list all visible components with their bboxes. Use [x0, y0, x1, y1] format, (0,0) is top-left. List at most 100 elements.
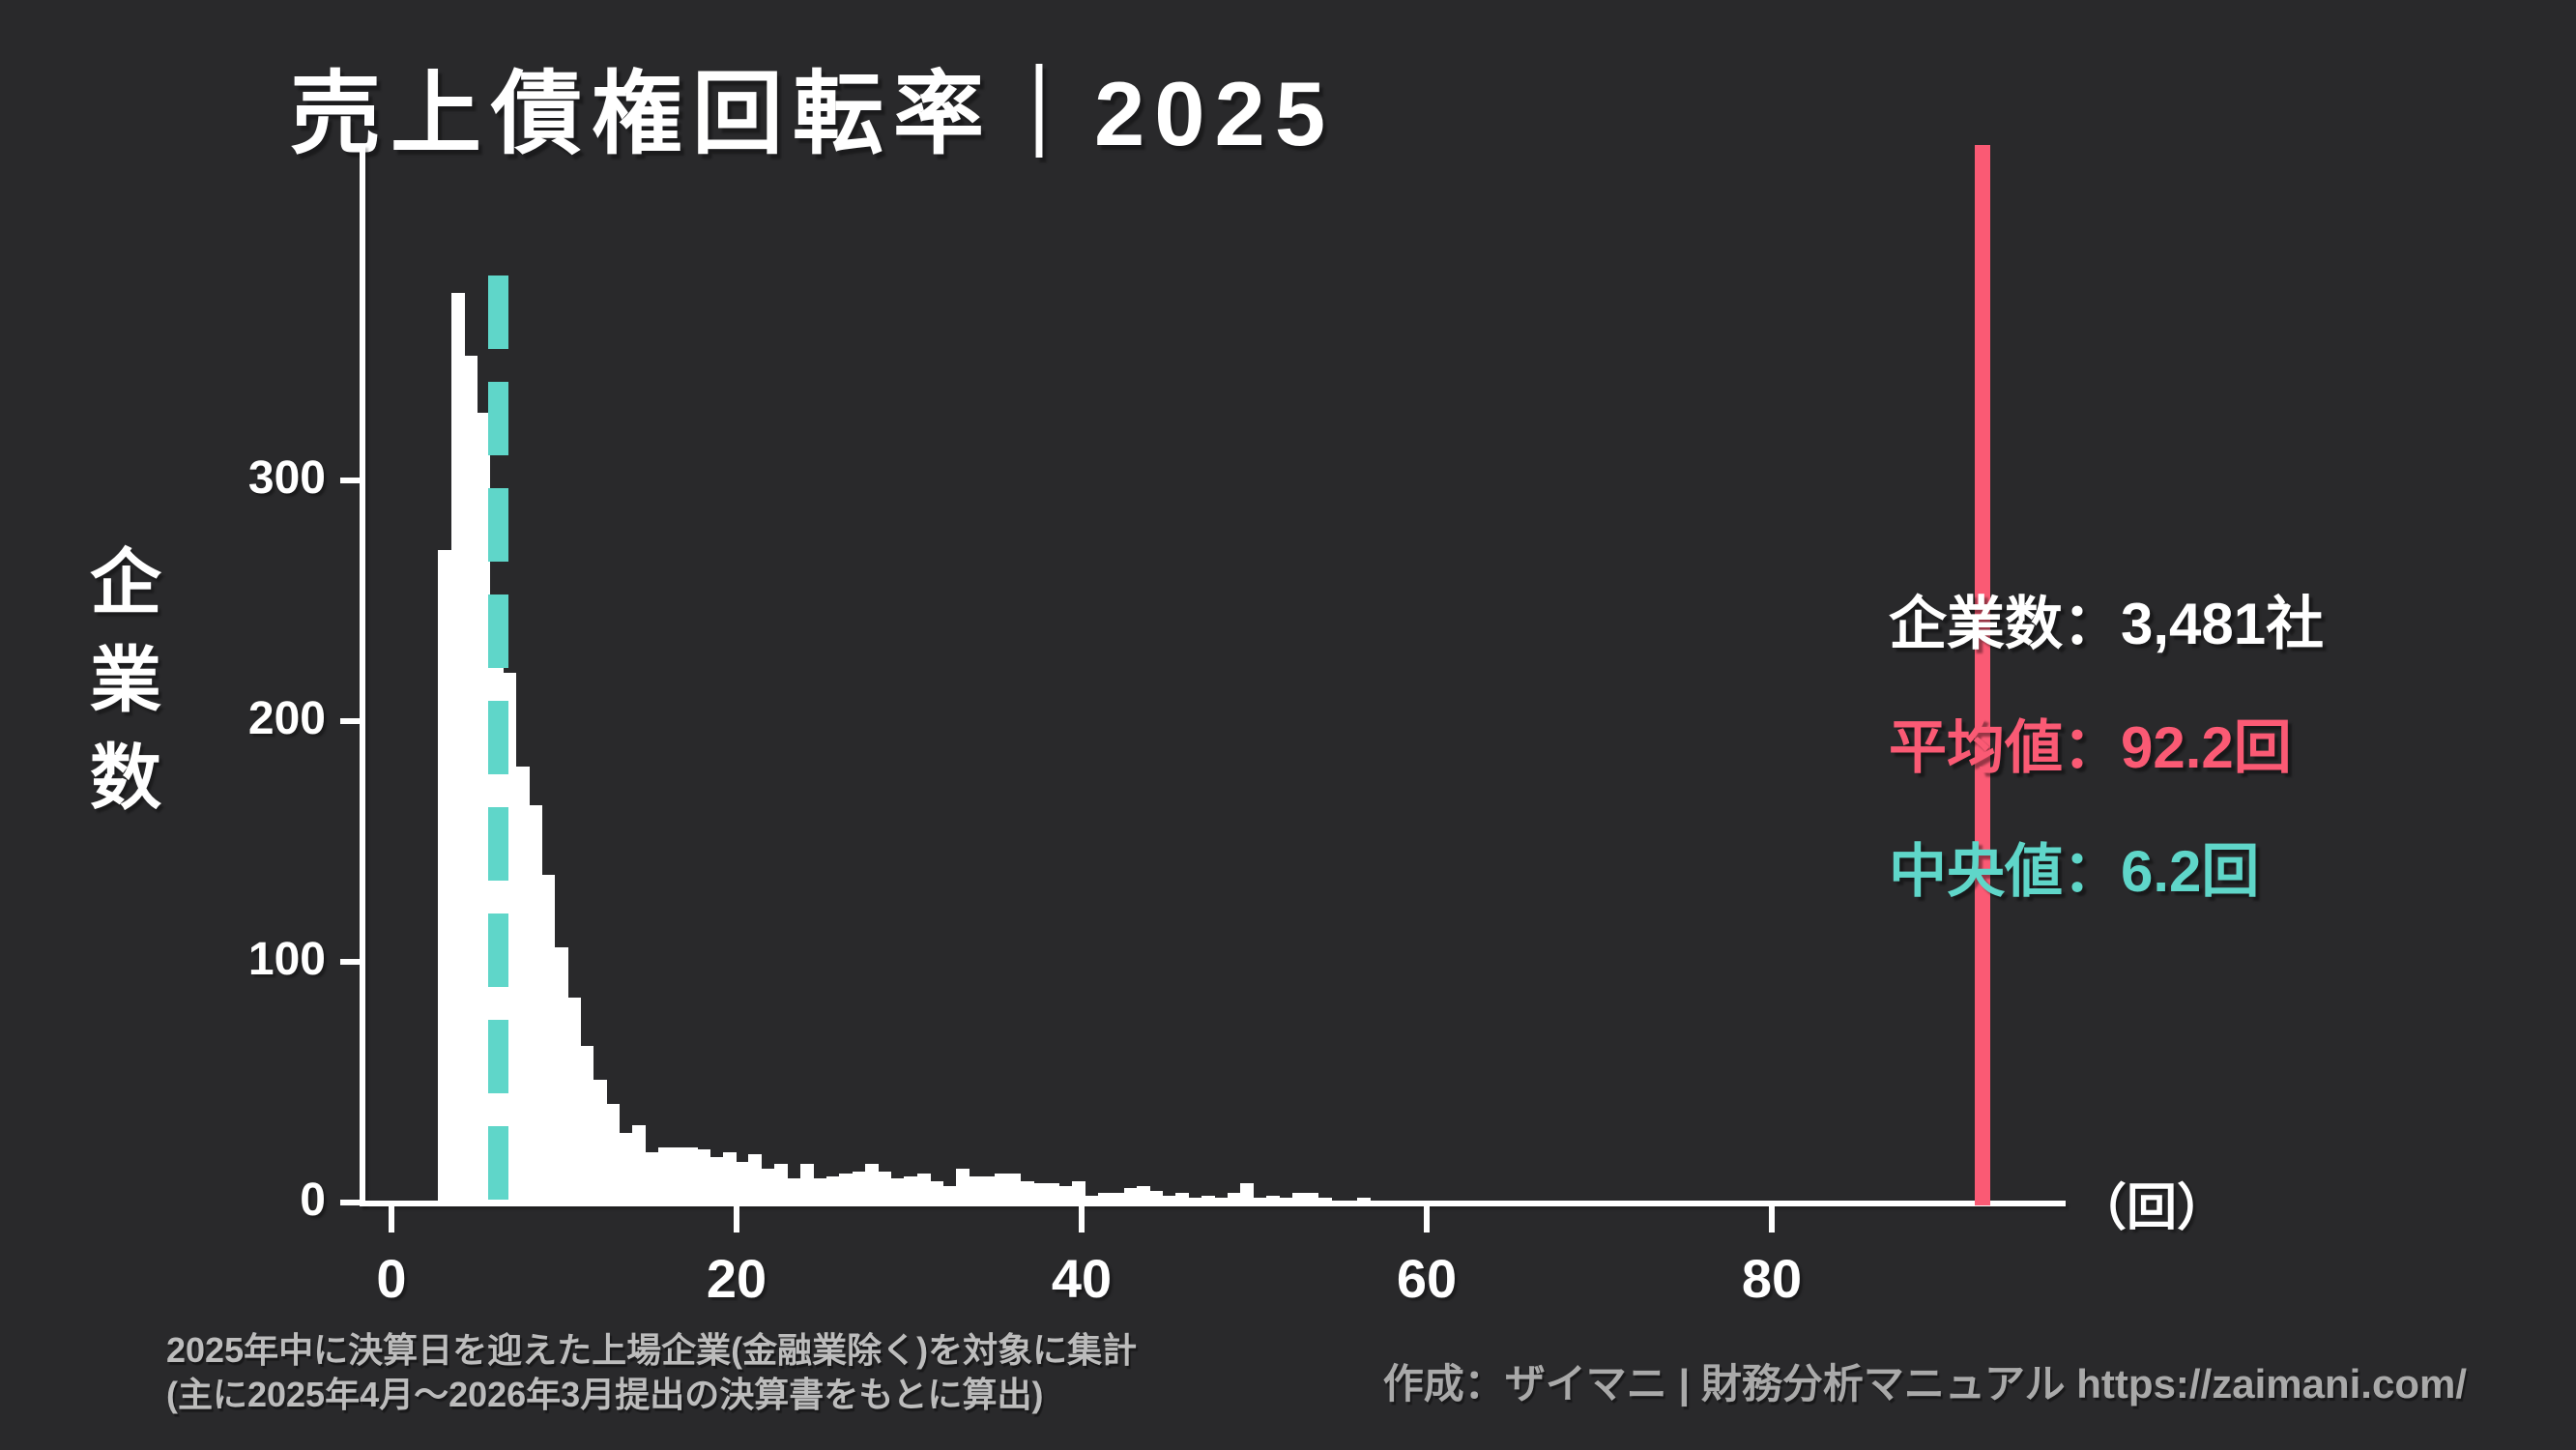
histogram-bar — [554, 947, 568, 1204]
histogram-bar — [994, 1174, 1008, 1204]
y-tick-label: 100 — [247, 934, 326, 985]
histogram-bar — [1214, 1198, 1229, 1204]
stat-mean-value: 92.2回 — [2121, 715, 2292, 780]
histogram-bar — [1201, 1195, 1216, 1204]
histogram-bar — [722, 1151, 737, 1204]
histogram-bar — [955, 1169, 970, 1204]
histogram-bar — [1058, 1185, 1073, 1204]
y-tick-mark — [340, 959, 360, 965]
histogram-bar — [852, 1171, 866, 1204]
histogram-bar — [969, 1175, 983, 1204]
histogram-bar — [1033, 1183, 1047, 1204]
histogram-bar — [1137, 1185, 1151, 1204]
y-axis-line — [360, 145, 365, 1205]
histogram-bar — [1279, 1198, 1293, 1204]
histogram-bar — [1097, 1193, 1112, 1204]
histogram-bar — [709, 1156, 724, 1204]
histogram-bar — [839, 1174, 854, 1204]
histogram-bar — [1344, 1200, 1358, 1204]
histogram-bar — [1072, 1180, 1086, 1204]
histogram-bar — [1395, 1200, 1409, 1204]
histogram-bar — [683, 1146, 698, 1204]
x-tick-label: 60 — [1396, 1248, 1458, 1309]
histogram-bar — [593, 1080, 607, 1204]
stat-mean-label: 平均値： — [1889, 715, 2121, 780]
stat-companies: 企業数：3,481社 — [1889, 563, 2324, 686]
histogram-bar — [541, 875, 556, 1204]
median-reference-line — [488, 276, 509, 1204]
y-tick-mark — [340, 718, 360, 724]
histogram-bar — [606, 1103, 621, 1204]
histogram-bar — [645, 1151, 659, 1204]
histogram-bar — [748, 1154, 763, 1204]
footnote: 2025年中に決算日を迎えた上場企業(金融業除く)を対象に集計 (主に2025年… — [166, 1330, 1138, 1414]
histogram-bar — [890, 1178, 905, 1204]
x-tick-mark — [1079, 1205, 1085, 1232]
stat-companies-value: 3,481社 — [2121, 592, 2325, 656]
stats-block: 企業数：3,481社 平均値：92.2回 中央値：6.2回 — [1889, 563, 2324, 934]
x-tick-label: 20 — [706, 1248, 767, 1309]
histogram-bar — [1020, 1180, 1034, 1204]
histogram-bar — [736, 1161, 750, 1204]
x-tick-label: 80 — [1741, 1248, 1803, 1309]
histogram-bar — [1240, 1183, 1255, 1204]
histogram-bar — [1046, 1183, 1060, 1204]
histogram-bar — [1408, 1200, 1423, 1204]
histogram-bar — [1291, 1193, 1306, 1204]
histogram-bar — [1162, 1195, 1176, 1204]
histogram-bar — [1370, 1200, 1384, 1204]
stat-mean: 平均値：92.2回 — [1889, 686, 2324, 810]
chart-title: 売上債権回転率｜2025 — [290, 63, 1336, 164]
histogram-bar — [567, 998, 582, 1204]
x-tick-mark — [1769, 1205, 1775, 1232]
histogram-bar — [1382, 1200, 1397, 1204]
histogram-bar — [1111, 1193, 1125, 1204]
histogram-bar — [696, 1149, 710, 1204]
histogram-bar — [632, 1125, 646, 1204]
histogram-bar — [438, 550, 452, 1204]
histogram-bar — [761, 1169, 775, 1204]
histogram-bar — [515, 767, 530, 1204]
histogram-bar — [1265, 1195, 1280, 1204]
mean-reference-line — [1974, 145, 1990, 1205]
histogram-bar — [671, 1146, 685, 1204]
histogram-bar — [1149, 1190, 1164, 1204]
credit-line: 作成：ザイマニ | 財務分析マニュアル https://zaimani.com/ — [1382, 1361, 2467, 1406]
y-tick-mark — [340, 478, 360, 483]
x-tick-label: 40 — [1051, 1248, 1113, 1309]
y-tick-label: 300 — [247, 452, 326, 504]
histogram-bar — [878, 1171, 892, 1204]
histogram-bar — [580, 1046, 594, 1204]
stat-companies-label: 企業数： — [1889, 592, 2121, 656]
x-tick-mark — [1424, 1205, 1430, 1232]
histogram-bar — [1007, 1174, 1022, 1204]
x-axis-unit-label: （回） — [2076, 1180, 2228, 1236]
y-axis-title: 企 業 数 — [90, 542, 161, 818]
histogram-bar — [942, 1185, 957, 1204]
histogram-bar — [450, 292, 465, 1204]
y-tick-label: 200 — [247, 693, 326, 744]
histogram-bar — [477, 413, 491, 1204]
histogram-bar — [1227, 1193, 1241, 1204]
histogram-bar — [1175, 1193, 1190, 1204]
histogram-bar — [463, 355, 478, 1204]
y-tick-mark — [340, 1200, 360, 1205]
histogram-bar — [774, 1164, 789, 1204]
histogram-bar — [1188, 1198, 1202, 1204]
histogram-bar — [1317, 1198, 1332, 1204]
stat-median-value: 6.2回 — [2121, 839, 2260, 904]
x-tick-mark — [389, 1205, 394, 1232]
histogram-bar — [1421, 1200, 1435, 1204]
histogram-bar — [619, 1132, 633, 1204]
histogram-bar — [528, 805, 542, 1204]
y-tick-label: 0 — [300, 1174, 326, 1226]
stat-median-label: 中央値： — [1889, 839, 2121, 904]
histogram-bar — [657, 1146, 672, 1204]
histogram-bar — [1356, 1198, 1371, 1204]
histogram-bar — [904, 1175, 918, 1204]
histogram-bar — [1085, 1195, 1099, 1204]
histogram-bar — [981, 1175, 996, 1204]
histogram-bar — [1305, 1193, 1319, 1204]
x-tick-mark — [734, 1205, 739, 1232]
